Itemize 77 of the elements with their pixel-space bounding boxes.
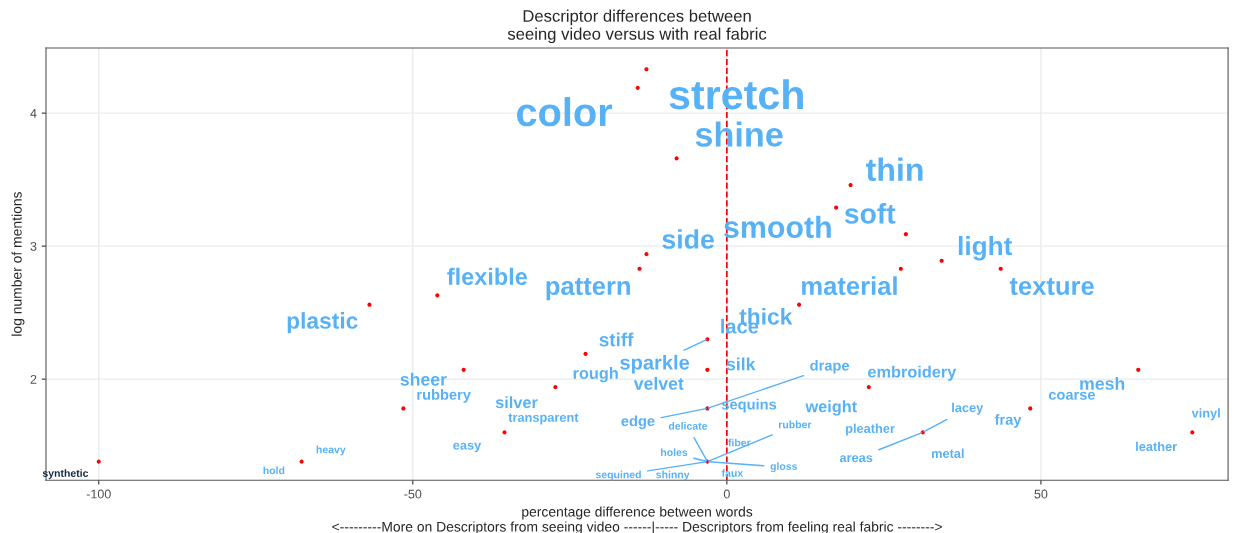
annotation: areas [839, 455, 873, 463]
annotation: weight [805, 400, 857, 416]
annotation: plastic [287, 312, 358, 334]
point [1190, 430, 1195, 435]
point [1136, 367, 1141, 372]
annotation: edge [621, 415, 655, 430]
point [705, 367, 710, 372]
annotation: light [958, 236, 1013, 261]
y-tick-label: 4 [30, 109, 37, 118]
annotation: metal [931, 448, 964, 458]
annotation: embroidery [868, 365, 957, 381]
point [1028, 406, 1033, 411]
annotation: leather [1136, 441, 1177, 452]
annotation: rubber [778, 420, 812, 429]
x-tick-label: 50 [1034, 489, 1048, 499]
annotation: hold [263, 466, 285, 475]
annotation: gloss [770, 462, 798, 473]
annotation: pleather [846, 423, 895, 436]
annotation: velvet [633, 376, 684, 390]
annotation: rough [573, 366, 618, 383]
annotation: shine [695, 121, 783, 147]
annotation: mesh [1080, 376, 1125, 390]
annotation: easy [453, 442, 482, 453]
point [637, 266, 642, 271]
annotation: fray [994, 414, 1022, 428]
chart-title: Descriptor differences between seeing video versus with real fabric [507, 9, 767, 44]
annotation: silk [726, 357, 756, 371]
point [848, 182, 853, 188]
annotation: stiff [599, 332, 634, 347]
x-tick-label: -100 [86, 489, 111, 499]
annotation: fiber [728, 438, 751, 447]
point [644, 67, 649, 72]
y-tick-label: 2 [30, 374, 37, 384]
point [553, 385, 558, 390]
annotation: flexible [447, 267, 527, 285]
point [939, 258, 944, 263]
annotation: holes [661, 448, 688, 457]
point [635, 85, 640, 90]
annotation: thin [865, 157, 923, 182]
point [866, 385, 871, 390]
annotation: sequined [595, 470, 641, 481]
annotation: side [662, 229, 714, 249]
annotation: soft [844, 202, 896, 224]
annotation: stretch [669, 79, 803, 110]
annotation: coarse [1048, 391, 1096, 400]
point [583, 351, 588, 356]
x-tick-label: -50 [404, 489, 422, 499]
y-tick-label: 3 [30, 241, 37, 251]
annotation: delicate [668, 422, 708, 430]
annotation: smooth [724, 215, 831, 238]
annotation: color [517, 97, 613, 127]
annotation: synthetic [42, 469, 89, 479]
annotation: transparent [508, 413, 579, 425]
annotation: heavy [316, 445, 346, 456]
point [461, 367, 466, 372]
annotation: sheer [400, 372, 447, 386]
point [998, 266, 1003, 271]
point [644, 252, 649, 257]
annotation: lacey [952, 402, 984, 415]
annotation: faux [721, 469, 744, 477]
annotation: silver [495, 396, 538, 409]
annotation: vinyl [1191, 408, 1220, 421]
point [903, 232, 908, 237]
point [96, 459, 101, 464]
annotation: pattern [546, 278, 630, 301]
annotation: texture [1009, 278, 1094, 296]
y-axis-title: log number of mentions [11, 192, 25, 336]
annotation: rubbery [417, 389, 471, 403]
point [834, 205, 839, 210]
annotation: material [802, 276, 897, 296]
point [898, 266, 903, 271]
annotation: drape [810, 359, 850, 374]
point [797, 302, 802, 307]
annotation: shinny [656, 470, 690, 481]
annotation: sparkle [620, 354, 690, 374]
x-tick-label: 0 [723, 489, 730, 499]
point [435, 293, 440, 298]
